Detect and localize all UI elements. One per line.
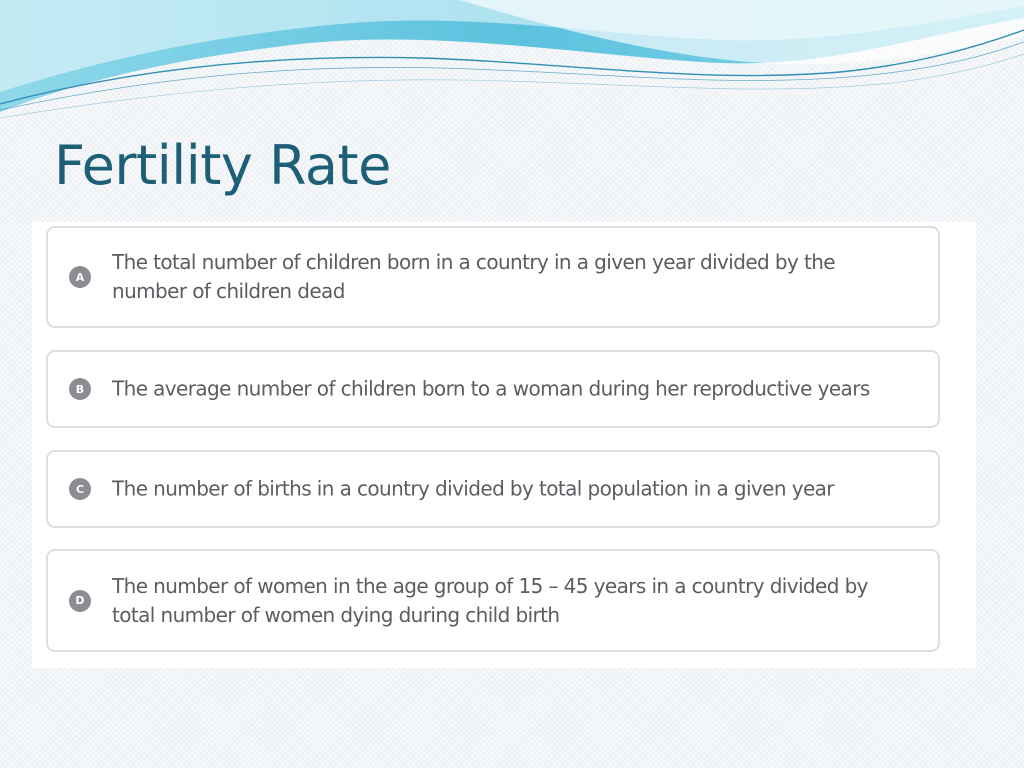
option-card-a[interactable]: A The total number of children born in a… (46, 226, 940, 328)
option-card-c[interactable]: C The number of births in a country divi… (46, 450, 940, 528)
option-badge-a: A (69, 266, 91, 288)
quiz-options-panel: A The total number of children born in a… (32, 222, 976, 668)
option-card-b[interactable]: B The average number of children born to… (46, 350, 940, 428)
option-text-c: The number of births in a country divide… (112, 476, 835, 501)
option-text-b: The average number of children born to a… (112, 376, 870, 401)
option-card-d[interactable]: D The number of women in the age group o… (46, 549, 940, 652)
slide-title: Fertility Rate (54, 134, 391, 197)
option-badge-b: B (69, 378, 91, 400)
option-badge-d: D (69, 589, 91, 612)
option-text-d: The number of women in the age group of … (112, 573, 869, 627)
header-wave-decoration (0, 0, 1024, 119)
option-badge-c: C (69, 478, 91, 500)
option-text-a: The total number of children born in a c… (112, 250, 836, 303)
